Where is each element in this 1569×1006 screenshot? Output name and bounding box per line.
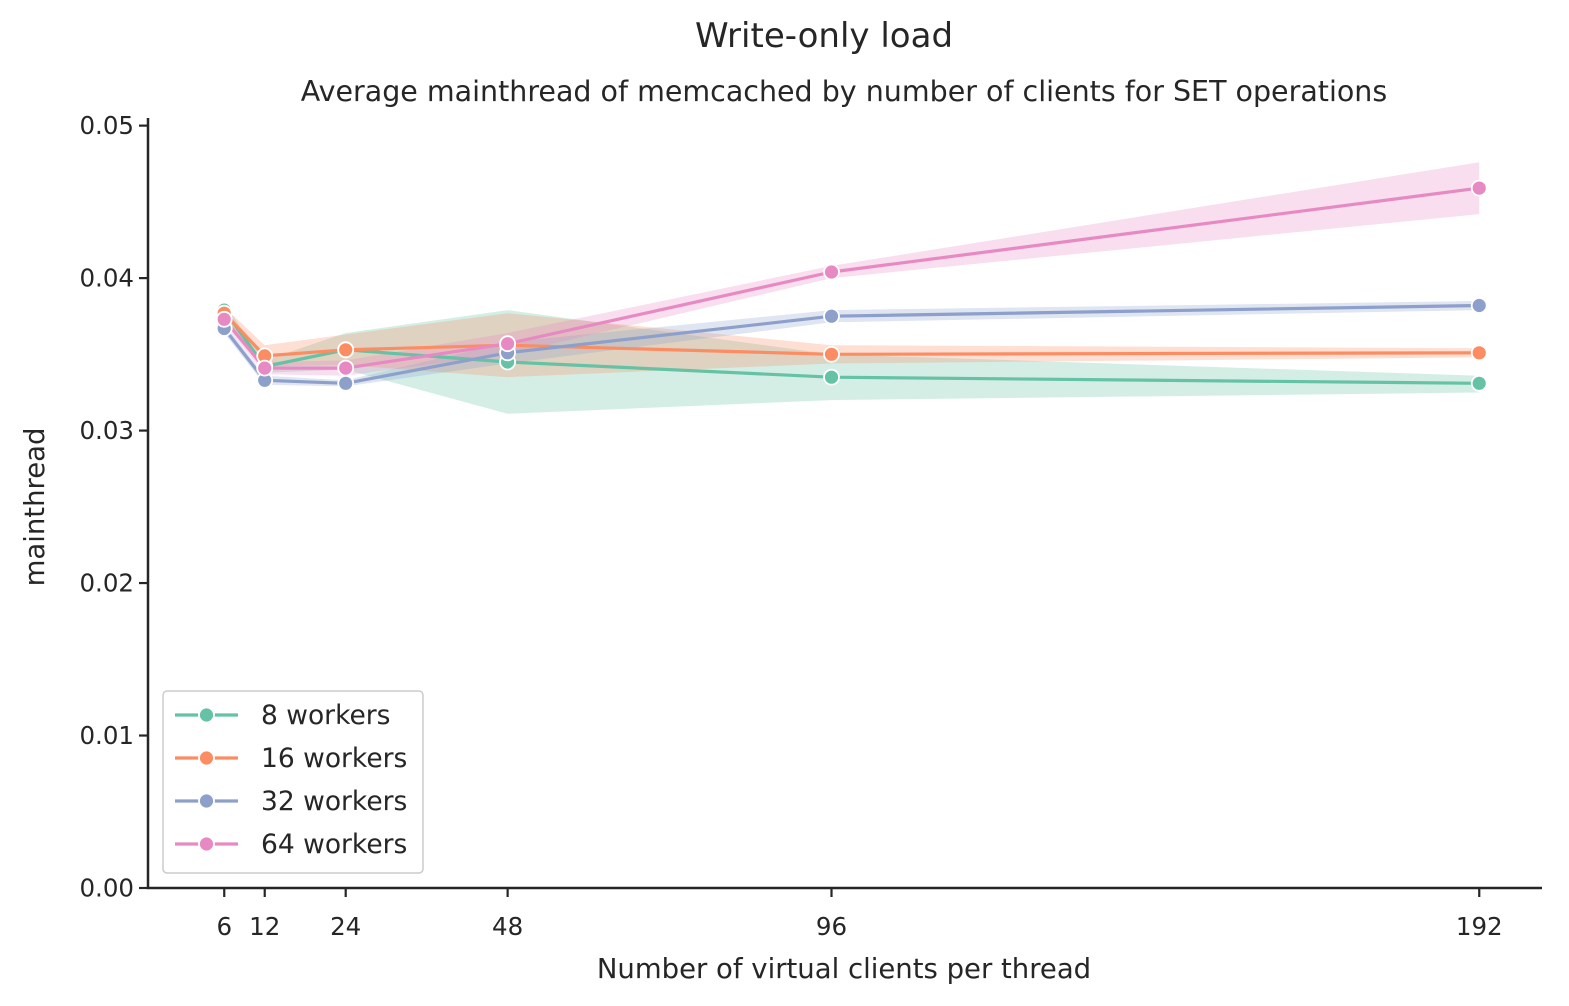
- legend-frame: [162, 690, 424, 874]
- y-ticks: 0.00 0.01 0.02 0.03 0.04 0.05: [79, 111, 148, 903]
- y-axis-label: mainthread: [19, 428, 51, 587]
- legend-label: 16 workers: [261, 743, 407, 774]
- data-point-series-3-5: [823, 307, 840, 325]
- x-tick-label: 192: [1456, 912, 1503, 941]
- data-point-series-2-6: [1470, 344, 1488, 362]
- legend-marker: [198, 706, 215, 724]
- y-tick-label: 0.04: [79, 264, 134, 293]
- data-point-series-2-3: [337, 341, 355, 359]
- legend-marker: [198, 835, 215, 853]
- legend-marker: [198, 792, 215, 810]
- x-ticks: 6 12 24 48 96 192: [216, 888, 1503, 941]
- x-tick-label: 48: [492, 912, 523, 941]
- legend-item: 16 workers: [175, 743, 407, 774]
- x-tick-label: 24: [330, 912, 361, 941]
- legend-items: 8 workers 16 workers 32 workers 64 workers: [175, 700, 407, 860]
- ci-band-series-1: [224, 304, 1480, 414]
- series-markers: [215, 179, 1488, 392]
- legend-label: 32 workers: [261, 786, 407, 817]
- legend-label: 8 workers: [261, 700, 390, 731]
- legend-item: 8 workers: [175, 700, 390, 731]
- axes: [146, 118, 1542, 890]
- data-point-series-1-6: [1470, 374, 1488, 392]
- data-point-series-4-5: [823, 263, 840, 281]
- data-point-series-4-2: [256, 359, 274, 377]
- data-point-series-3-3: [337, 374, 355, 392]
- chart-title: Write-only load: [695, 16, 953, 56]
- data-point-series-2-5: [823, 345, 840, 363]
- legend-item: 64 workers: [175, 829, 407, 860]
- data-point-series-1-5: [823, 368, 840, 386]
- series-line-2: [223, 312, 1480, 358]
- y-tick-label: 0.01: [79, 721, 134, 750]
- legend-label: 64 workers: [261, 829, 407, 860]
- legend-item: 32 workers: [175, 786, 407, 817]
- data-point-series-4-1: [215, 310, 233, 328]
- y-tick-label: 0.05: [79, 111, 134, 140]
- ci-band-series-2: [224, 307, 1480, 378]
- x-axis-label: Number of virtual clients per thread: [597, 953, 1091, 985]
- data-point-series-4-4: [499, 335, 517, 353]
- ci-band-series-3: [224, 301, 1480, 387]
- data-point-series-4-3: [337, 359, 355, 377]
- legend-marker: [198, 749, 215, 767]
- y-tick-label: 0.03: [79, 416, 134, 445]
- data-point-series-4-6: [1470, 179, 1488, 197]
- x-tick-label: 96: [816, 912, 847, 941]
- legend: 8 workers 16 workers 32 workers 64 workers: [162, 690, 424, 874]
- y-tick-label: 0.00: [79, 874, 134, 903]
- x-tick-label: 6: [216, 912, 232, 941]
- chart-subtitle: Average mainthread of memcached by numbe…: [301, 75, 1387, 108]
- x-tick-label: 12: [249, 912, 280, 941]
- data-point-series-3-6: [1470, 297, 1488, 314]
- y-tick-label: 0.02: [79, 569, 134, 598]
